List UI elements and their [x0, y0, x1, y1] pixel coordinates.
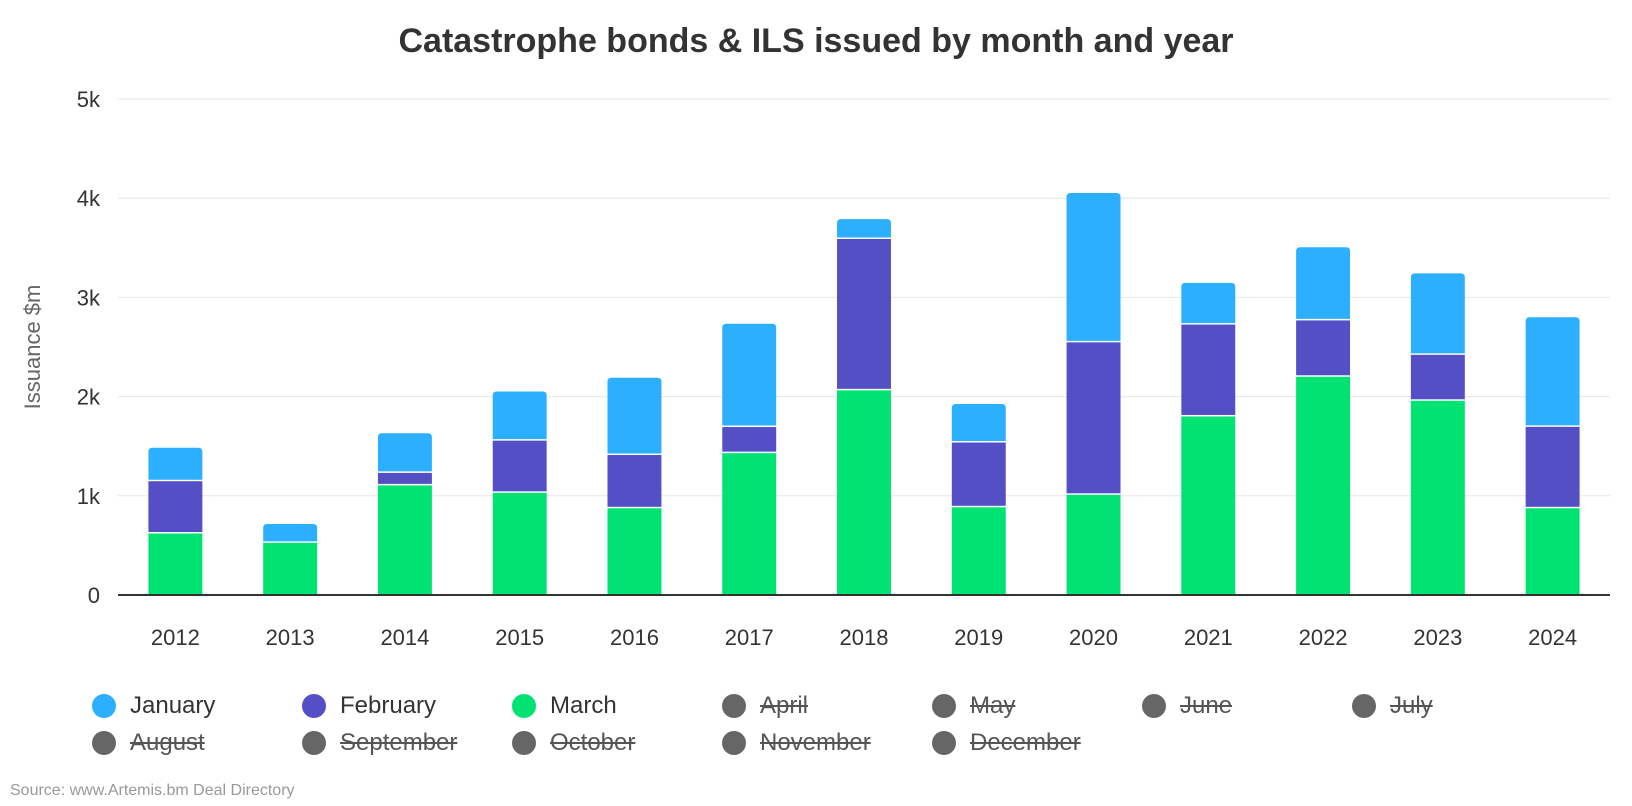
- legend-item-may[interactable]: May: [932, 692, 1015, 720]
- bar-january-2020: [1066, 193, 1121, 341]
- source-note: Source: www.Artemis.bm Deal Directory: [10, 782, 295, 799]
- legend-marker-icon: [512, 731, 536, 755]
- legend-item-march[interactable]: March: [512, 692, 617, 720]
- y-axis-label: Issuance $m: [20, 285, 45, 410]
- legend-marker-icon: [302, 731, 326, 755]
- legend-marker-icon: [1352, 694, 1376, 718]
- bar-january-2017: [722, 323, 777, 426]
- chart-plot: 0 1k 2k 3k 4k 5k Issuance $m 2012 2013 2014 2015 20…: [20, 87, 1610, 650]
- y-tick-label: 1k: [77, 484, 101, 509]
- legend-marker-icon: [722, 694, 746, 718]
- legend-item-april[interactable]: April: [722, 692, 808, 720]
- bar-march-2022: [1296, 376, 1351, 595]
- legend-label: September: [340, 729, 458, 756]
- legend-item-august[interactable]: August: [92, 729, 205, 757]
- legend-label: June: [1180, 692, 1233, 719]
- bar-january-2014: [377, 433, 432, 472]
- x-tick-label: 2012: [151, 625, 200, 650]
- legend-label: October: [550, 729, 636, 756]
- x-tick-label: 2022: [1299, 625, 1348, 650]
- bar-march-2024: [1525, 508, 1580, 595]
- legend-label: August: [130, 729, 205, 756]
- bar-february-2021: [1181, 324, 1236, 415]
- y-tick-label: 0: [88, 583, 100, 608]
- bar-march-2023: [1410, 400, 1465, 595]
- bar-january-2016: [607, 377, 662, 454]
- x-tick-label: 2019: [954, 625, 1003, 650]
- bar-january-2024: [1525, 317, 1580, 426]
- legend-label: March: [550, 692, 617, 719]
- bar-february-2018: [837, 238, 891, 389]
- bar-march-2016: [607, 508, 662, 595]
- x-tick-label: 2023: [1413, 625, 1462, 650]
- bar-january-2015: [492, 391, 547, 440]
- legend-label: May: [970, 692, 1016, 719]
- legend-marker-icon: [302, 694, 326, 718]
- bar-february-2017: [722, 427, 777, 452]
- legend-marker-icon: [932, 694, 956, 718]
- x-tick-label: 2014: [380, 625, 429, 650]
- bar-february-2019: [951, 442, 1006, 506]
- legend-label: February: [340, 692, 437, 719]
- bar-february-2023: [1410, 354, 1465, 400]
- bar-march-2021: [1181, 416, 1236, 595]
- bar-february-2020: [1066, 342, 1121, 494]
- bar-february-2022: [1296, 320, 1351, 376]
- bar-march-2017: [722, 453, 777, 595]
- legend-item-june[interactable]: June: [1142, 692, 1232, 720]
- legend-marker-icon: [92, 731, 116, 755]
- bar-march-2013: [263, 542, 318, 595]
- legend-label: July: [1390, 692, 1433, 719]
- x-tick-label: 2018: [840, 625, 889, 650]
- x-tick-label: 2020: [1069, 625, 1118, 650]
- bar-january-2013: [263, 523, 318, 542]
- bar-february-2024: [1525, 426, 1580, 507]
- y-tick-label: 5k: [77, 87, 101, 112]
- bar-january-2023: [1410, 273, 1465, 354]
- chart-title: Catastrophe bonds & ILS issued by month …: [398, 22, 1234, 60]
- bar-march-2015: [492, 492, 547, 595]
- x-tick-label: 2015: [495, 625, 544, 650]
- legend-item-january[interactable]: January: [92, 692, 215, 720]
- legend-item-october[interactable]: October: [512, 729, 635, 757]
- bar-march-2019: [951, 507, 1006, 595]
- bar-march-2012: [148, 533, 203, 595]
- bar-february-2016: [607, 455, 662, 507]
- y-tick-label: 4k: [77, 186, 101, 211]
- legend-marker-icon: [722, 731, 746, 755]
- legend-label: April: [760, 692, 809, 719]
- bar-march-2020: [1066, 494, 1121, 595]
- bar-february-2014: [377, 472, 432, 484]
- legend-label: November: [760, 729, 871, 756]
- bar-january-2021: [1181, 282, 1236, 324]
- x-tick-label: 2021: [1184, 625, 1233, 650]
- legend-item-november[interactable]: November: [722, 729, 871, 757]
- legend-item-december[interactable]: December: [932, 729, 1081, 757]
- y-tick-label: 3k: [77, 285, 101, 310]
- y-tick-label: 2k: [77, 385, 101, 410]
- bar-february-2012: [148, 481, 203, 532]
- legend-item-september[interactable]: September: [302, 729, 457, 757]
- legend-marker-icon: [932, 731, 956, 755]
- legend-label: January: [130, 692, 216, 719]
- bar-january-2019: [951, 403, 1006, 442]
- x-tick-label: 2024: [1528, 625, 1577, 650]
- legend-label: December: [970, 729, 1081, 756]
- bar-january-2022: [1296, 247, 1351, 319]
- x-tick-label: 2017: [725, 625, 774, 650]
- legend-item-july[interactable]: July: [1352, 692, 1433, 720]
- bar-march-2018: [837, 390, 891, 595]
- x-tick-label: 2016: [610, 625, 659, 650]
- x-tick-label: 2013: [266, 625, 315, 650]
- legend-marker-icon: [512, 694, 536, 718]
- bar-january-2018: [837, 219, 891, 238]
- legend-marker-icon: [1142, 694, 1166, 718]
- legend-marker-icon: [92, 694, 116, 718]
- bar-march-2014: [377, 485, 432, 595]
- bar-february-2015: [492, 440, 547, 492]
- legend-item-february[interactable]: February: [302, 692, 436, 720]
- bar-january-2012: [148, 447, 203, 480]
